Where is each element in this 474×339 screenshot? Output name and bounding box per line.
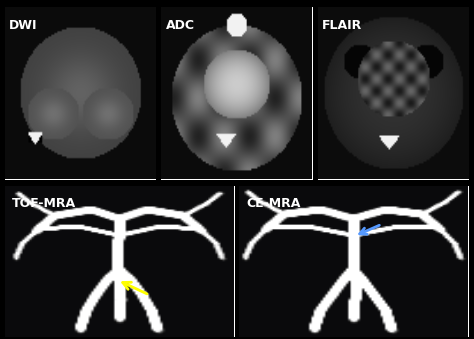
Text: FLAIR: FLAIR [322,19,363,32]
Text: TOF-MRA: TOF-MRA [12,197,76,210]
Text: ADC: ADC [166,19,195,32]
Text: DWI: DWI [9,19,38,32]
Text: CE-MRA: CE-MRA [246,197,301,210]
